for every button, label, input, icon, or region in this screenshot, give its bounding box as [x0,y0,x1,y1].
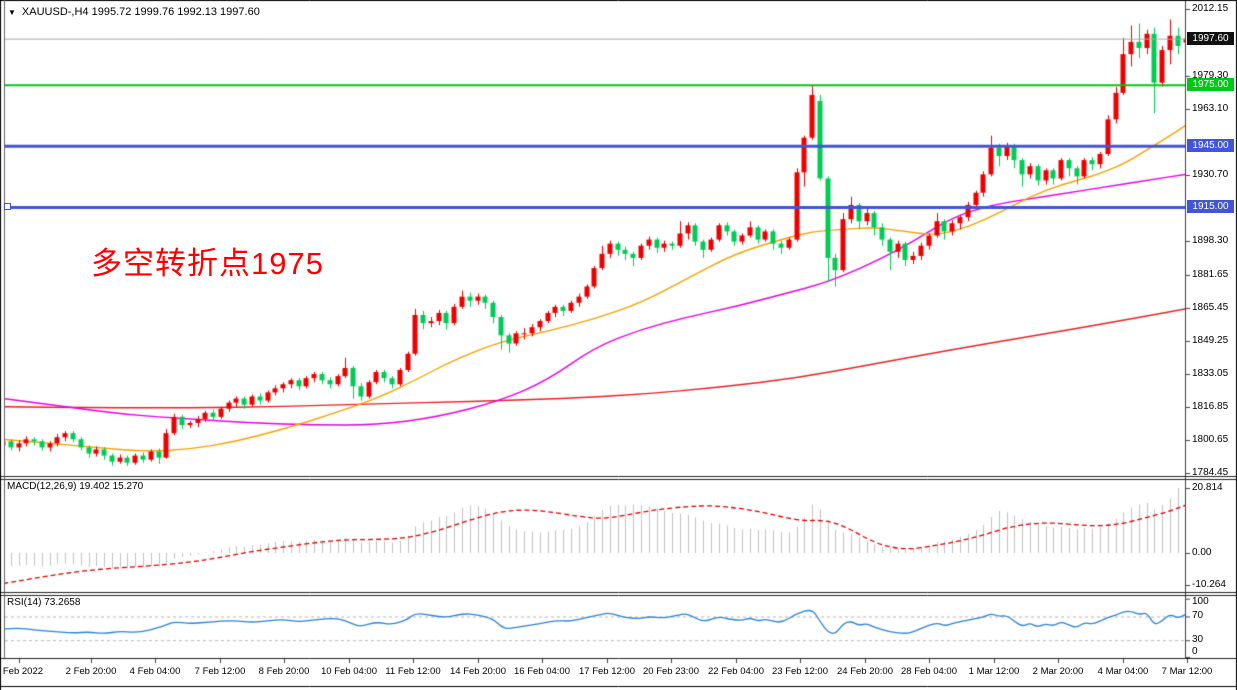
rsi-name: RSI(14) [7,597,42,608]
level-tag-1915: 1915.00 [1187,200,1234,214]
price-axis-label: 2012.15 [1192,3,1229,14]
rsi-scale-label: 100 [1192,596,1209,607]
price-axis-label: 1963.10 [1192,102,1229,114]
rsi-scale-label: 30 [1192,634,1204,646]
date-axis-label: 10 Feb 04:00 [321,666,377,677]
rsi-value: 73.2658 [44,597,81,608]
date-axis-label: 2 Feb 20:00 [65,666,117,677]
symbol-dropdown-icon[interactable]: ▼ [8,7,16,17]
date-axis-label: 7 Feb 12:00 [194,666,246,677]
date-axis-label: 22 Feb 04:00 [708,666,764,677]
price-axis-label: 1930.70 [1192,168,1229,180]
level-tag-1945: 1945.00 [1187,139,1234,153]
date-axis-label: 20 Feb 23:00 [643,666,699,677]
symbol-title-bar: ▼ XAUUSD-,H4 1995.72 1999.76 1992.13 199… [8,6,260,18]
price-axis-label: 1784.45 [1192,467,1229,478]
date-axis-label: 16 Feb 04:00 [514,666,570,677]
date-axis[interactable]: 1 Feb 2022 2 Feb 20:00 4 Feb 04:00 7 Feb 12… [0,659,1237,687]
rsi-indicator-label: RSI(14) 73.2658 [7,597,80,608]
date-axis-label: 17 Feb 12:00 [579,666,635,677]
macd-name: MACD(12,26,9) [7,481,77,492]
date-axis-label: 23 Feb 12:00 [772,666,828,677]
date-axis-label: 2 Mar 20:00 [1032,666,1084,677]
hline-drag-handle[interactable] [4,203,11,211]
date-axis-label: 28 Feb 04:00 [901,666,957,677]
rsi-scale-label: 70 [1192,610,1204,622]
rsi-scale-label: 0 [1192,646,1198,657]
price-axis-label: 1833.05 [1192,367,1229,379]
macd-indicator-label: MACD(12,26,9) 19.402 15.270 [7,481,143,492]
price-axis-label: 1800.65 [1192,433,1229,445]
current-price-tag: 1997.60 [1187,32,1234,46]
price-axis-label: 1898.30 [1192,235,1229,246]
macd-scale-label: 0.00 [1192,547,1212,558]
date-axis-label: 4 Mar 04:00 [1097,666,1149,677]
symbol-ohlc-text: XAUUSD-,H4 1995.72 1999.76 1992.13 1997.… [21,6,260,18]
date-axis-label: 14 Feb 20:00 [450,666,506,677]
macd-values: 19.402 15.270 [79,481,144,492]
date-axis-label: 11 Feb 12:00 [385,666,441,677]
price-axis-label: 1979.30 [1192,69,1229,81]
date-axis-label: 1 Feb 2022 [0,666,44,677]
macd-scale-label: 20.814 [1192,481,1223,493]
date-axis-label: 7 Mar 12:00 [1161,666,1213,677]
price-axis-label: 1816.85 [1192,400,1229,412]
price-axis-label: 1865.45 [1192,301,1229,313]
price-axis[interactable]: 2012.15 1979.30 1963.10 1930.70 1898.30 1881.… [1186,0,1237,658]
price-axis-label: 1849.25 [1192,334,1229,346]
macd-scale-label: -10.264 [1192,579,1226,591]
chart-text-annotation[interactable]: 多空转折点1975 [91,246,324,281]
date-axis-label: 4 Feb 04:00 [129,666,181,677]
date-axis-label: 24 Feb 20:00 [837,666,893,677]
date-axis-label: 1 Mar 12:00 [968,666,1020,677]
date-axis-label: 8 Feb 20:00 [258,666,310,677]
level-tag-1975: 1975.00 [1187,78,1234,92]
price-axis-label: 1881.65 [1192,268,1229,280]
